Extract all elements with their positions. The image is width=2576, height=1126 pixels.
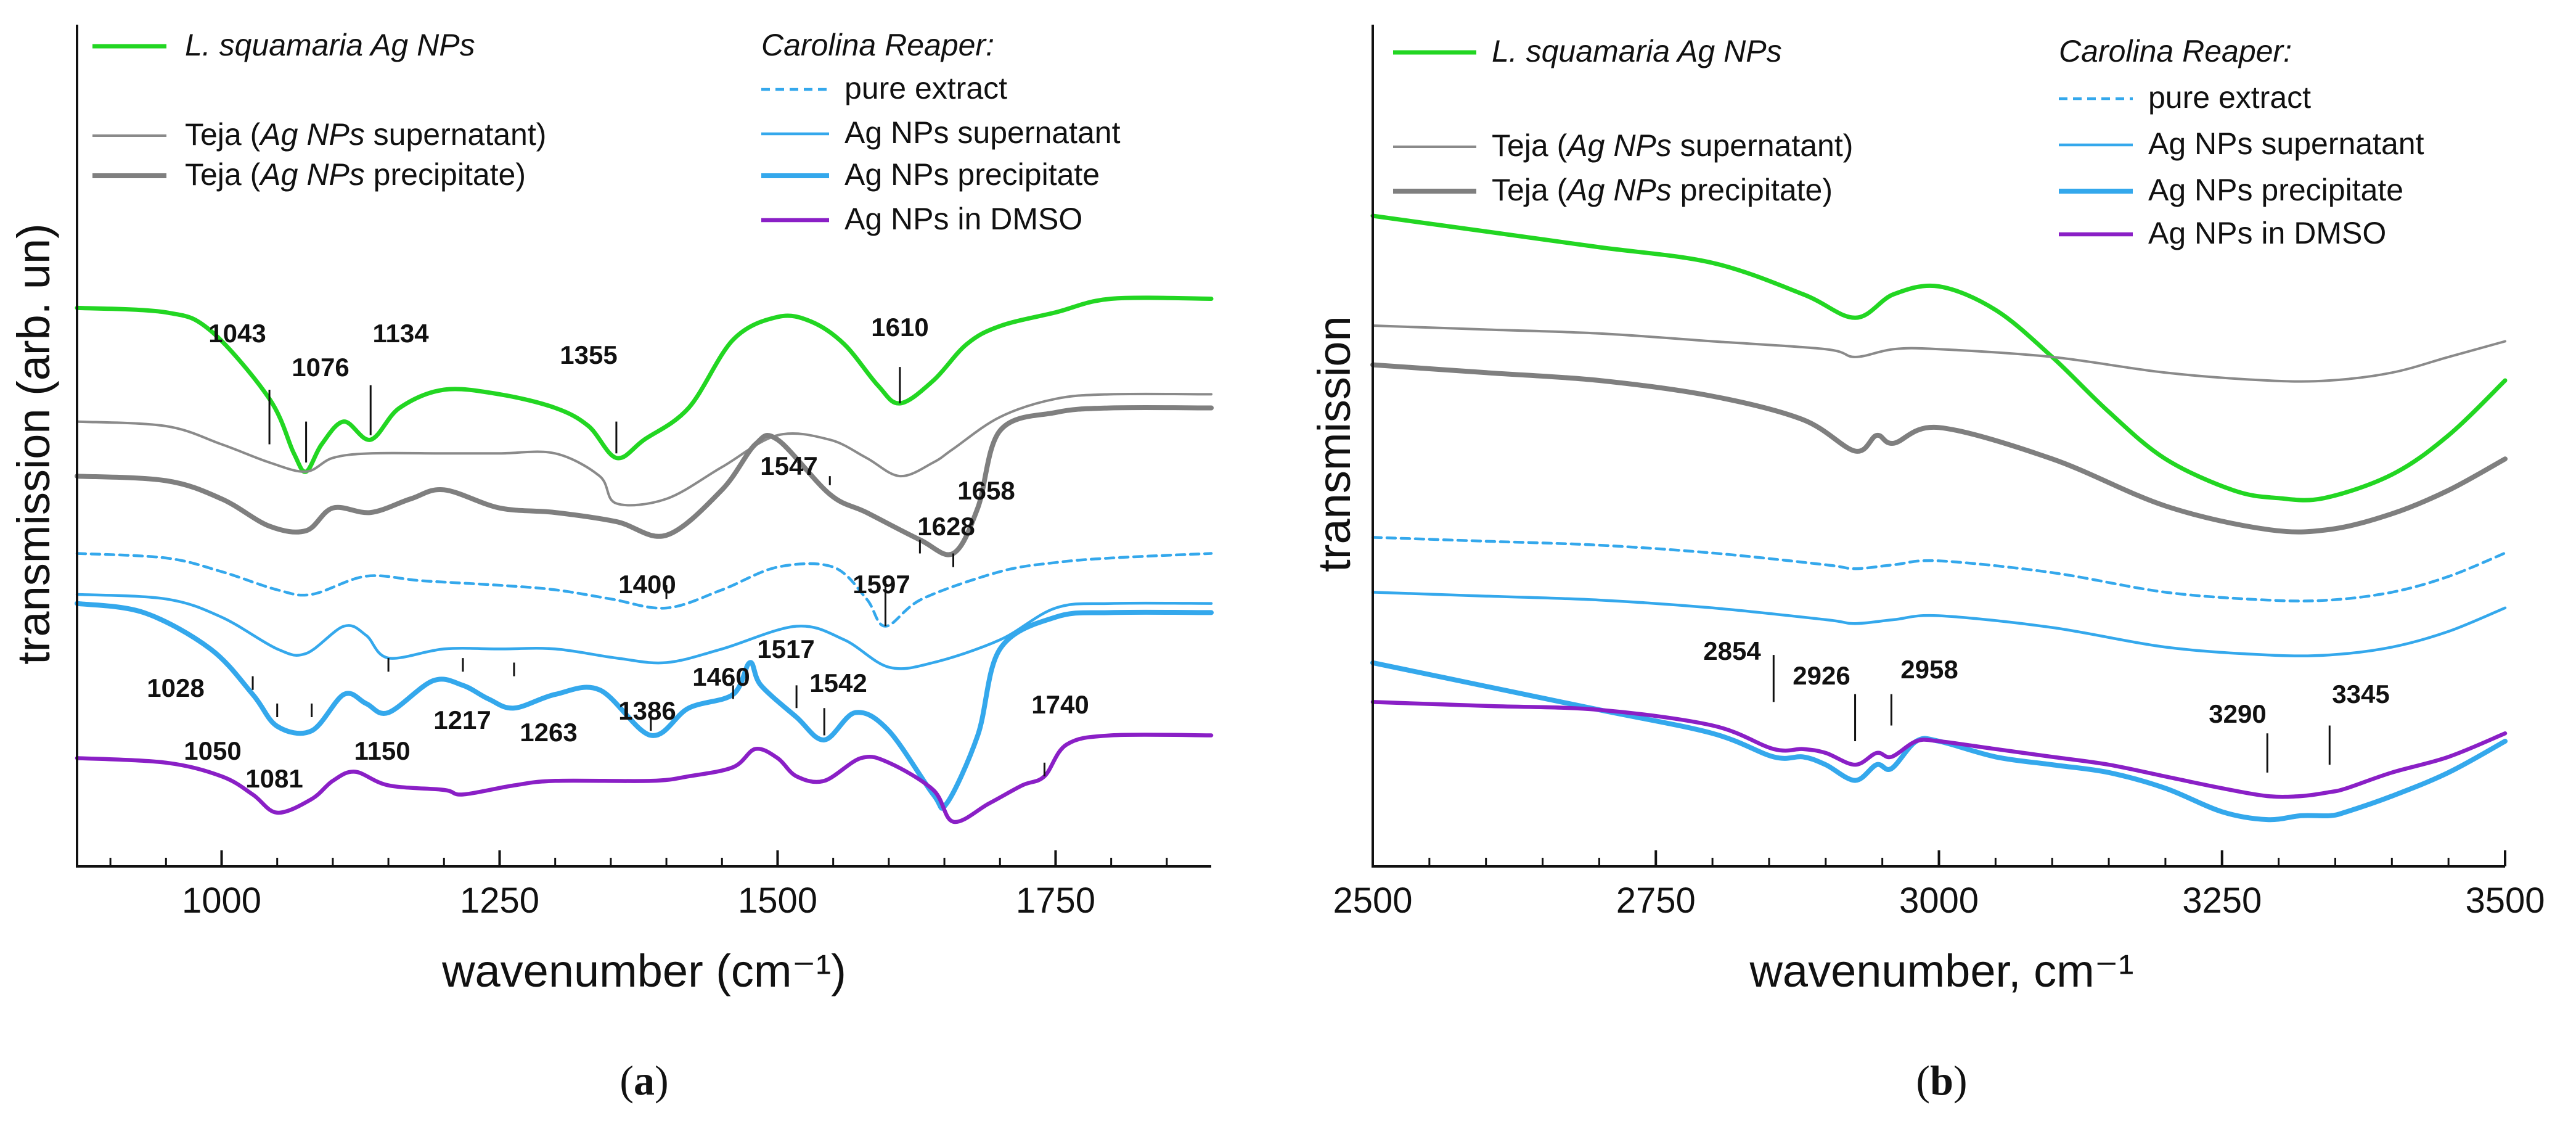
legend-label: pure extract: [2148, 80, 2311, 115]
legend-label-part: Ag NPs: [1565, 128, 1672, 163]
peak-label: 1386: [618, 696, 676, 725]
legend-label-part: Ag NPs: [1565, 173, 1672, 207]
peak-label: 1597: [853, 570, 910, 599]
peak-label: 1628: [917, 512, 975, 541]
peak-label: 1400: [618, 570, 676, 599]
legend-label: Ag NPs supernatant: [844, 115, 1121, 150]
panel-caption-letter: b: [1930, 1057, 1953, 1104]
peak-label: 1740: [1031, 690, 1089, 719]
peak-label: 1081: [245, 764, 303, 793]
legend-heading: Carolina Reaper:: [2059, 34, 2292, 68]
legend-label-part: Ag NPs: [258, 117, 365, 152]
peak-label: 2926: [1793, 661, 1850, 690]
panel-a: 1043 1076 1134 1355 1610 1547 1628 1658 1400 1597…: [8, 25, 1214, 1104]
peak-label: 1043: [208, 319, 266, 348]
legend-label-part: Ag NPs: [258, 157, 365, 192]
series-line-gray-thin: [1372, 324, 2506, 383]
legend-label: L. squamaria Ag NPs: [185, 28, 475, 62]
peak-label: 1076: [292, 353, 349, 382]
legend-label-part: precipitate): [1672, 173, 1833, 207]
legend-label-part: precipitate): [365, 157, 526, 192]
x-tick-label: 3250: [2182, 881, 2262, 921]
peak-label: 1355: [560, 340, 617, 369]
legend-heading: Carolina Reaper:: [761, 28, 994, 62]
legend-label-part: Teja (: [185, 157, 261, 192]
peak-label: 1263: [520, 718, 577, 747]
panel-b: 2854 2926 2958 3290 3345 2500 2750 3000 3250 3500…: [1309, 25, 2545, 1104]
panel-caption: (b): [1916, 1057, 1967, 1104]
legend-label: Teja (Ag NPs supernatant): [185, 117, 546, 152]
x-tick-label: 2750: [1616, 881, 1696, 921]
x-tick-label: 1750: [1016, 881, 1095, 921]
peak-label: 3290: [2209, 699, 2266, 728]
series-line-blue-thin: [1371, 591, 2507, 657]
series-line-gray-thin: [76, 392, 1212, 507]
peak-label: 1028: [147, 673, 204, 702]
legend-label: Ag NPs precipitate: [2148, 173, 2403, 207]
peak-label: 2958: [1900, 655, 1958, 684]
legend-label: Ag NPs in DMSO: [2148, 216, 2386, 250]
series-line-gray-thick: [75, 405, 1214, 557]
y-axis-title: transmission (arb. un): [8, 223, 59, 665]
legend-label: pure extract: [844, 71, 1007, 105]
series-line-blue-thin: [75, 593, 1213, 670]
panel-caption: (a): [619, 1057, 668, 1104]
legend-label-part: Teja (: [185, 117, 261, 152]
legend-label: Teja (Ag NPs precipitate): [1492, 173, 1833, 207]
series-line-blue-dashed: [75, 552, 1213, 628]
y-axis-title: transmission: [1309, 316, 1360, 572]
x-axis-title: wavenumber (cm⁻¹): [441, 945, 846, 997]
peak-label: 1050: [184, 736, 241, 765]
legend-label-part: Teja (: [1492, 128, 1568, 163]
peak-label: 1517: [757, 635, 814, 664]
peak-label: 1610: [871, 313, 928, 342]
x-tick-label: 1500: [738, 881, 817, 921]
x-tick-label: 3000: [1899, 881, 1979, 921]
x-tick-label: 2500: [1333, 881, 1412, 921]
peak-label: 1547: [760, 451, 817, 480]
legend-label: Ag NPs in DMSO: [844, 202, 1082, 236]
legend-label: Ag NPs supernatant: [2148, 126, 2424, 161]
peak-label: 1658: [957, 476, 1015, 505]
x-axis-title: wavenumber, cm⁻¹: [1749, 945, 2133, 997]
legend-label-part: Teja (: [1492, 173, 1568, 207]
x-tick-label: 1250: [460, 881, 539, 921]
legend-label: Teja (Ag NPs precipitate): [185, 157, 526, 192]
series-line-green: [75, 295, 1214, 474]
series-line-gray-thick: [1370, 362, 2508, 535]
peak-label: 1217: [433, 705, 491, 734]
legend-label-part: supernatant): [1672, 128, 1854, 163]
peak-label: 1542: [809, 668, 867, 697]
series-line-blue-thick: [75, 601, 1214, 811]
series-line-blue-dashed: [1371, 536, 2507, 602]
legend-label: Teja (Ag NPs supernatant): [1492, 128, 1853, 163]
peak-label: 1460: [692, 662, 750, 691]
series-line-purple: [75, 733, 1214, 824]
legend-label: L. squamaria Ag NPs: [1492, 34, 1782, 68]
x-tick-label: 1000: [182, 881, 261, 921]
peak-label: 1134: [372, 319, 429, 348]
peak-label: 3345: [2332, 680, 2389, 709]
panel-caption-letter: a: [634, 1057, 655, 1104]
x-tick-label: 3500: [2465, 881, 2545, 921]
series-line-green: [1370, 213, 2508, 503]
peak-label: 2854: [1703, 636, 1761, 665]
legend-label-part: supernatant): [365, 117, 547, 152]
peak-label: 1150: [354, 736, 410, 765]
series-line-purple: [1370, 700, 2508, 799]
legend-label: Ag NPs precipitate: [844, 157, 1100, 192]
